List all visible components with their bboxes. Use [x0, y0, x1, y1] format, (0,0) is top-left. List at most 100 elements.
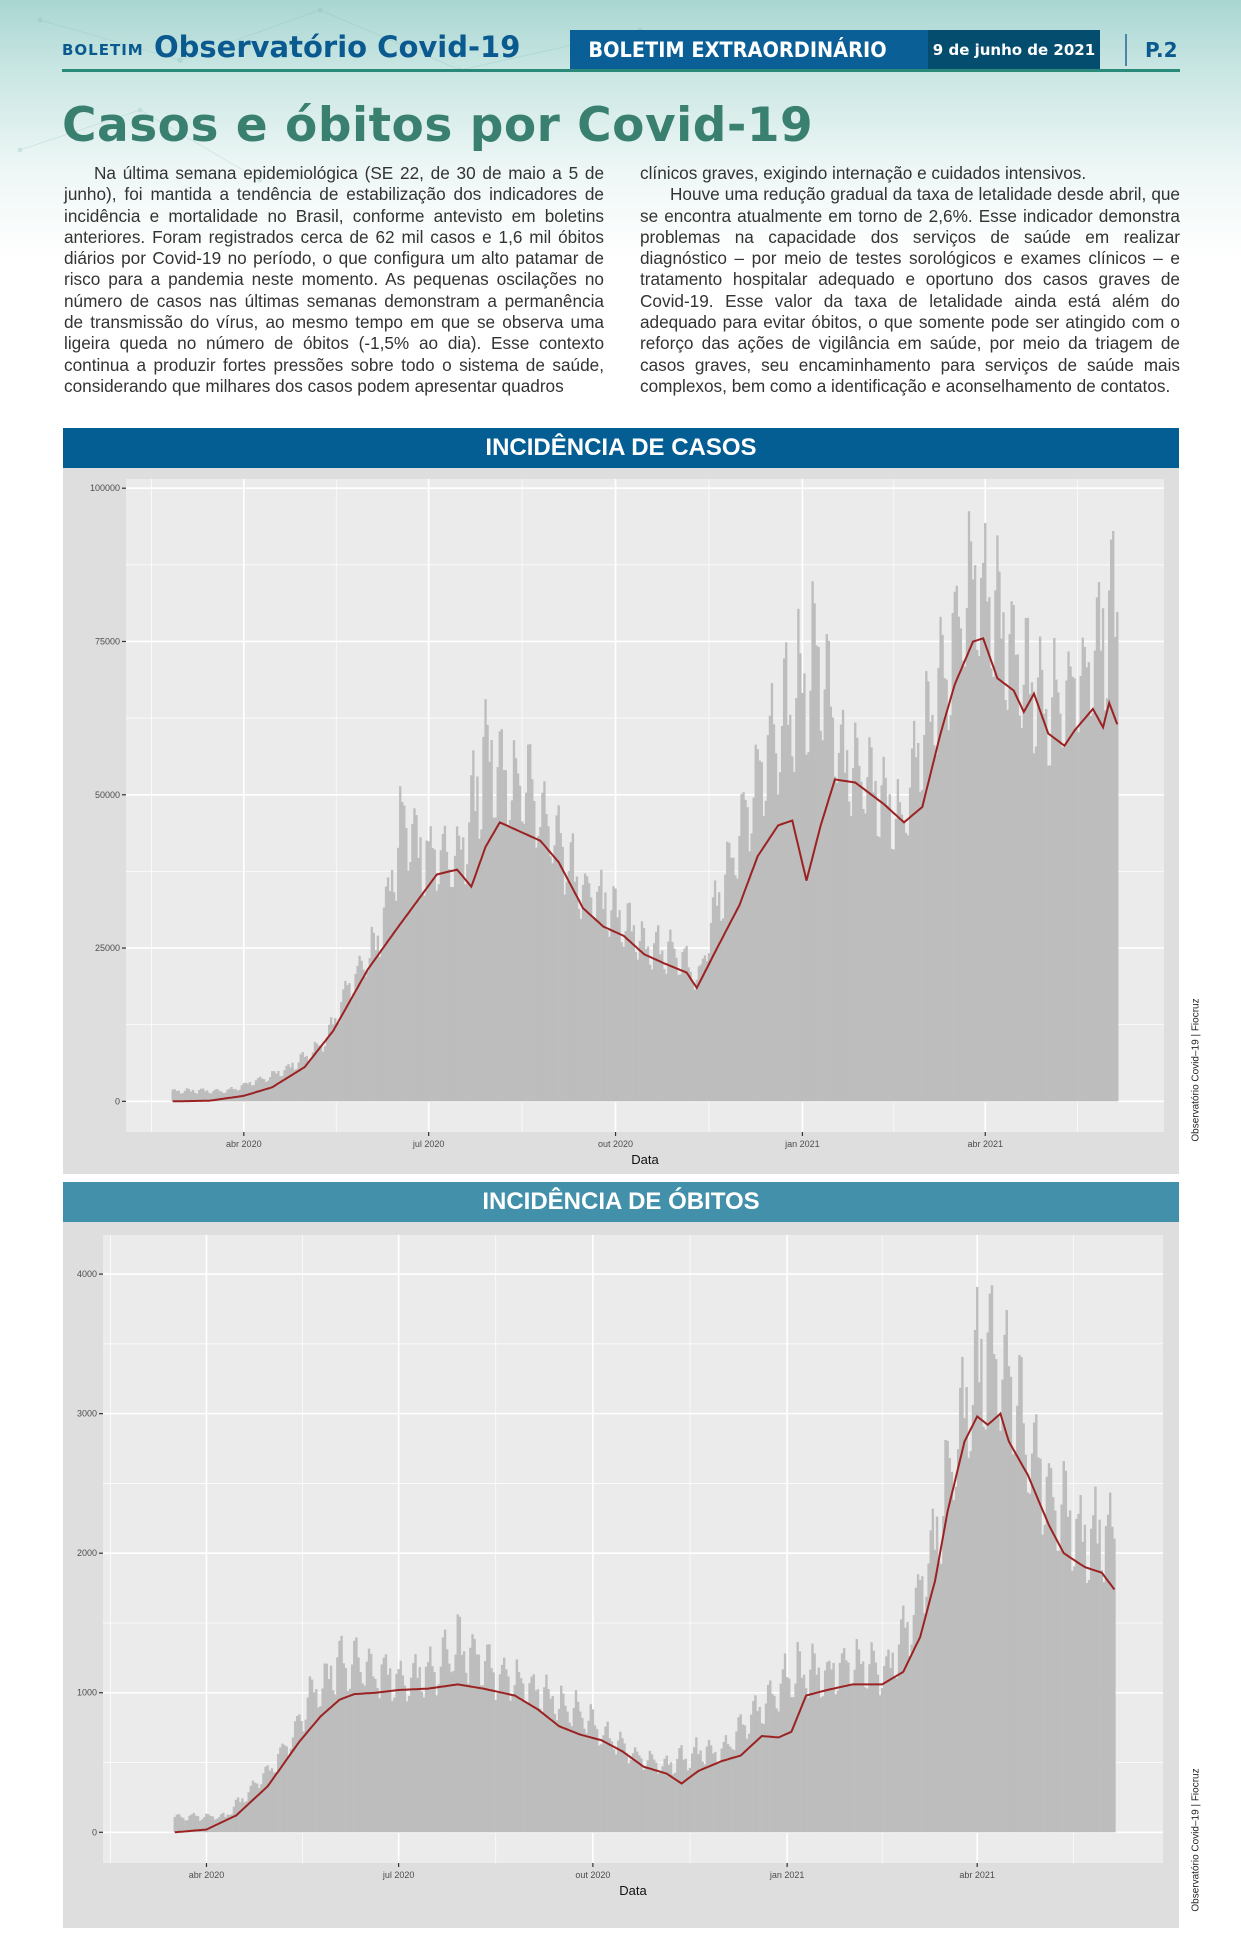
bar	[945, 679, 948, 1102]
bar	[608, 936, 611, 1102]
bar	[788, 1678, 791, 1833]
bar	[794, 1683, 797, 1833]
bar	[756, 1710, 759, 1833]
bar	[220, 1091, 223, 1102]
bar	[378, 956, 382, 1102]
bar	[299, 1054, 302, 1102]
bar	[569, 842, 573, 1102]
bar	[874, 1662, 878, 1833]
bar	[878, 837, 881, 1102]
bar	[403, 1685, 407, 1833]
bar	[661, 1766, 664, 1833]
bar	[1042, 713, 1046, 1102]
bar	[230, 1814, 234, 1833]
bar	[1020, 1357, 1023, 1833]
bar	[885, 1656, 888, 1833]
bar	[843, 772, 847, 1102]
bar	[409, 862, 412, 1102]
bar	[173, 1816, 176, 1833]
bar	[365, 1661, 369, 1833]
bar	[571, 833, 575, 1102]
bar	[496, 767, 499, 1102]
bar	[621, 1738, 624, 1833]
bar	[1055, 679, 1058, 1102]
bar	[1032, 1422, 1036, 1833]
bar	[509, 1700, 512, 1833]
bar	[1011, 1454, 1015, 1833]
bar	[477, 1654, 481, 1833]
bar	[565, 881, 568, 1102]
bar	[439, 850, 443, 1102]
bar	[803, 673, 806, 1102]
deaths-chart-title: INCIDÊNCIA DE ÓBITOS	[63, 1182, 1179, 1222]
x-axis-title: Data	[619, 1883, 647, 1898]
bar	[411, 823, 414, 1102]
bar	[1030, 1453, 1034, 1833]
bar	[267, 1080, 270, 1102]
bar	[512, 740, 516, 1102]
bar	[728, 842, 731, 1102]
bar	[467, 1683, 470, 1833]
bar	[750, 1714, 753, 1833]
bar	[743, 1725, 747, 1833]
bar	[397, 847, 400, 1102]
bar	[951, 612, 954, 1102]
bar	[642, 928, 646, 1102]
bar	[847, 1662, 850, 1833]
cases-chart: 0 25000 50000 75000 100000 abr 2020 jul 2020 ou…	[90, 479, 1164, 1167]
bar	[734, 875, 737, 1102]
bar	[667, 941, 670, 1102]
bar	[543, 1687, 546, 1833]
bar	[606, 1721, 609, 1833]
bar	[386, 1674, 390, 1833]
bar	[732, 857, 735, 1102]
bar	[312, 1692, 316, 1833]
bar	[762, 815, 765, 1102]
bar	[931, 1508, 935, 1833]
bar	[685, 945, 688, 1102]
bar	[561, 846, 564, 1102]
bar	[254, 1080, 258, 1102]
bar	[648, 1750, 652, 1833]
bar	[965, 1387, 968, 1833]
bar	[701, 958, 705, 1102]
bar	[262, 1773, 265, 1833]
bar	[598, 1745, 601, 1833]
bar	[448, 1663, 451, 1833]
bar	[787, 724, 790, 1102]
bar	[295, 1068, 298, 1102]
bar	[1087, 1580, 1091, 1833]
bar	[764, 800, 768, 1102]
bar	[384, 1654, 388, 1833]
bar	[659, 1771, 662, 1833]
edition-label: BOLETIM EXTRAORDINÁRIO	[588, 38, 887, 62]
bar	[457, 835, 461, 1102]
bar	[953, 591, 956, 1102]
bar	[530, 1676, 533, 1833]
bar	[733, 1750, 736, 1833]
bar	[994, 590, 997, 1102]
bar	[393, 1697, 396, 1833]
bar	[183, 1090, 187, 1102]
bar	[631, 1753, 635, 1833]
bar	[374, 950, 378, 1102]
bar	[384, 886, 388, 1102]
bar	[902, 1605, 905, 1833]
bar	[1087, 662, 1091, 1102]
bar	[1065, 680, 1068, 1102]
bar	[1105, 698, 1109, 1102]
bar	[310, 1679, 314, 1833]
bar	[309, 1059, 313, 1102]
bar	[959, 1387, 962, 1833]
bar	[904, 832, 908, 1102]
bar	[925, 671, 928, 1102]
bar	[197, 1089, 201, 1102]
bar	[526, 1702, 529, 1833]
bar	[437, 1684, 440, 1833]
bar	[705, 1746, 709, 1833]
bar	[1085, 667, 1088, 1102]
bar	[551, 1695, 554, 1833]
bar	[933, 745, 936, 1102]
bar	[937, 1561, 941, 1833]
bar	[852, 767, 855, 1102]
